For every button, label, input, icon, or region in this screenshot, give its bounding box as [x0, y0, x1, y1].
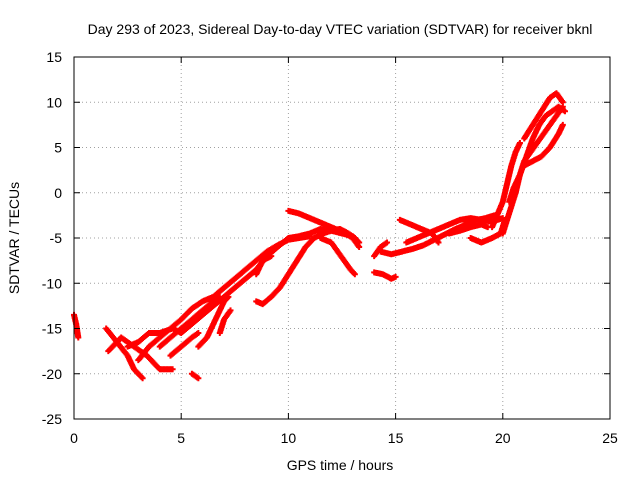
x-axis: 0 5 10 15 20 25 — [70, 57, 618, 446]
data-point — [351, 271, 358, 278]
series-t2 — [103, 325, 146, 382]
series-t6 — [156, 293, 223, 350]
data-point — [559, 121, 566, 128]
data-point — [306, 233, 313, 240]
data-point — [392, 273, 399, 280]
y-tick-label: -10 — [42, 275, 62, 291]
chart-title: Day 293 of 2023, Sidereal Day-to-day VTE… — [88, 21, 593, 37]
y-axis-label: SDTVAR / TECUs — [6, 182, 22, 294]
y-tick-label: 5 — [54, 140, 62, 156]
series-t25 — [521, 121, 566, 169]
data-point — [356, 244, 363, 251]
series-t8 — [188, 370, 202, 382]
y-tick-label: 0 — [54, 185, 62, 201]
series-t7 — [167, 330, 202, 359]
series-t19 — [403, 215, 506, 246]
data-point — [75, 334, 82, 341]
data-point — [216, 293, 223, 300]
series-t20 — [446, 221, 491, 237]
data-point — [559, 99, 566, 106]
data-point — [139, 375, 146, 382]
y-tick-label: -15 — [42, 321, 62, 337]
x-tick-label: 20 — [495, 430, 511, 446]
data-point — [561, 108, 568, 115]
data-point — [516, 139, 523, 146]
y-tick-label: 15 — [46, 49, 62, 65]
series-t4 — [124, 225, 363, 350]
x-axis-label: GPS time / hours — [287, 457, 394, 473]
series-t14 — [317, 235, 358, 278]
y-tick-label: 10 — [46, 94, 62, 110]
data-point — [268, 253, 275, 260]
series-t26 — [521, 90, 566, 142]
series-t22 — [489, 139, 523, 231]
data-point — [384, 239, 391, 246]
series-t16 — [371, 269, 399, 282]
data-point — [225, 293, 232, 300]
series-t11 — [253, 253, 275, 278]
data-point — [435, 239, 442, 246]
series-t13 — [285, 207, 363, 251]
y-tick-label: -5 — [50, 230, 63, 246]
x-tick-label: 10 — [281, 430, 297, 446]
y-tick-label: -20 — [42, 366, 62, 382]
x-tick-label: 0 — [70, 430, 78, 446]
x-tick-label: 5 — [177, 430, 185, 446]
data-layer — [71, 90, 568, 382]
data-point — [195, 375, 202, 382]
data-point — [169, 366, 176, 373]
x-tick-label: 25 — [602, 430, 618, 446]
data-point — [227, 307, 234, 314]
data-point — [195, 330, 202, 337]
x-tick-label: 15 — [388, 430, 404, 446]
series-t1 — [71, 311, 82, 341]
y-axis: -25 -20 -15 -10 -5 0 5 10 15 — [42, 49, 610, 427]
series-t9 — [195, 293, 232, 350]
series-t10 — [216, 307, 234, 337]
series-t5 — [135, 233, 313, 364]
y-tick-label: -25 — [42, 411, 62, 427]
